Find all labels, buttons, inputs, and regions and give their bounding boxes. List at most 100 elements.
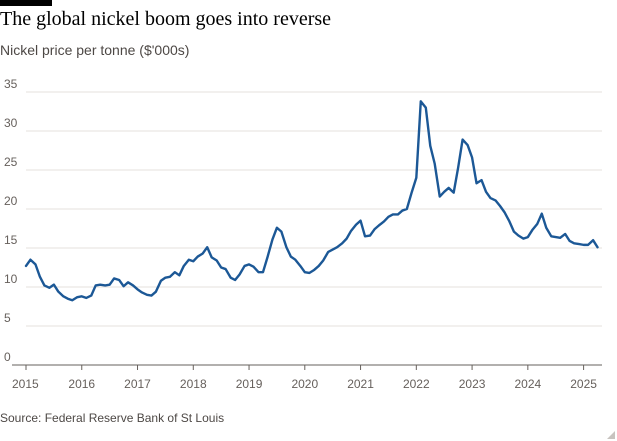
data-point (401, 209, 403, 212)
data-point (508, 220, 511, 223)
data-point (299, 265, 301, 267)
data-point (569, 240, 571, 242)
source-note: Source: Federal Reserve Bank of St Louis (0, 411, 225, 425)
data-point (57, 291, 59, 293)
data-point (517, 234, 519, 237)
data-point (183, 265, 185, 267)
data-point (429, 145, 431, 147)
gridlines (26, 91, 602, 327)
data-point (136, 288, 139, 290)
data-point (99, 284, 101, 286)
data-point (583, 244, 585, 246)
data-point (150, 294, 153, 297)
data-point (559, 237, 561, 239)
data-point (318, 265, 320, 267)
data-point (397, 213, 399, 216)
data-point (411, 191, 413, 193)
data-point (118, 279, 120, 281)
data-point (178, 274, 180, 276)
nickel-price-line (24, 100, 599, 302)
x-tick-label: 2023 (459, 377, 486, 391)
data-point (53, 284, 55, 286)
y-tick-label: 25 (4, 155, 18, 169)
data-point (503, 211, 506, 213)
data-point (34, 263, 37, 265)
data-point (216, 259, 218, 262)
data-point (541, 213, 543, 215)
data-point (494, 199, 497, 202)
brand-bar (0, 0, 52, 6)
data-point (81, 295, 83, 297)
data-point (122, 285, 125, 287)
chart-title: The global nickel boom goes into reverse (0, 8, 332, 30)
data-point (188, 259, 190, 261)
data-point (146, 294, 148, 296)
x-tick-label: 2017 (124, 377, 151, 391)
x-tick-label: 2025 (570, 377, 597, 391)
data-point (76, 296, 78, 298)
y-tick-label: 15 (4, 233, 18, 247)
data-point (127, 281, 129, 283)
data-point (280, 231, 282, 233)
data-point (43, 284, 46, 287)
data-point (350, 230, 352, 232)
data-point (425, 107, 427, 109)
data-point (252, 266, 255, 268)
data-point (387, 216, 390, 218)
data-point (322, 259, 324, 262)
data-point (536, 223, 538, 225)
x-axis: 2015 2016 2017 2018 2019 2020 2021 2022 2023 2024… (12, 364, 602, 391)
x-tick-label: 2020 (291, 377, 318, 391)
chart-subtitle: Nickel price per tonne ($'000s) (0, 42, 190, 58)
corner-mark (607, 431, 615, 439)
data-point (85, 297, 87, 299)
data-point (39, 276, 41, 278)
data-point (467, 144, 469, 146)
data-point (174, 271, 176, 273)
x-tick-label: 2019 (236, 377, 263, 391)
data-point (113, 277, 115, 280)
data-point (197, 255, 199, 258)
data-point (550, 235, 552, 237)
data-point (592, 239, 594, 241)
x-tick-label: 2024 (514, 377, 541, 391)
data-point (443, 191, 445, 193)
data-point (192, 260, 194, 262)
data-point (304, 271, 306, 273)
data-point (392, 213, 394, 216)
data-point (453, 192, 455, 194)
data-point (332, 248, 334, 251)
x-tick-label: 2022 (403, 377, 430, 391)
data-point (578, 243, 580, 245)
series-layer (24, 100, 599, 302)
data-point (266, 256, 269, 258)
data-point (71, 299, 73, 301)
data-point (527, 236, 529, 238)
data-point (262, 271, 264, 273)
data-point (378, 224, 380, 226)
data-point (457, 167, 459, 169)
data-point (290, 255, 292, 258)
data-point (285, 246, 287, 248)
data-point (439, 195, 441, 198)
data-point (475, 182, 478, 184)
data-point (545, 227, 547, 229)
data-point (169, 276, 171, 278)
data-point (420, 100, 422, 102)
data-point (587, 244, 589, 246)
data-point (211, 256, 213, 258)
data-point (364, 235, 366, 237)
data-point (522, 238, 524, 240)
y-tick-label: 30 (4, 116, 18, 130)
data-point (359, 220, 362, 222)
data-point (225, 268, 227, 270)
data-point (462, 138, 464, 141)
data-point (346, 238, 348, 240)
data-point (276, 227, 278, 229)
data-point (373, 228, 376, 230)
data-point (485, 191, 487, 193)
x-tick-label: 2021 (347, 377, 374, 391)
x-tick-label: 2016 (68, 377, 95, 391)
data-point (90, 294, 92, 297)
